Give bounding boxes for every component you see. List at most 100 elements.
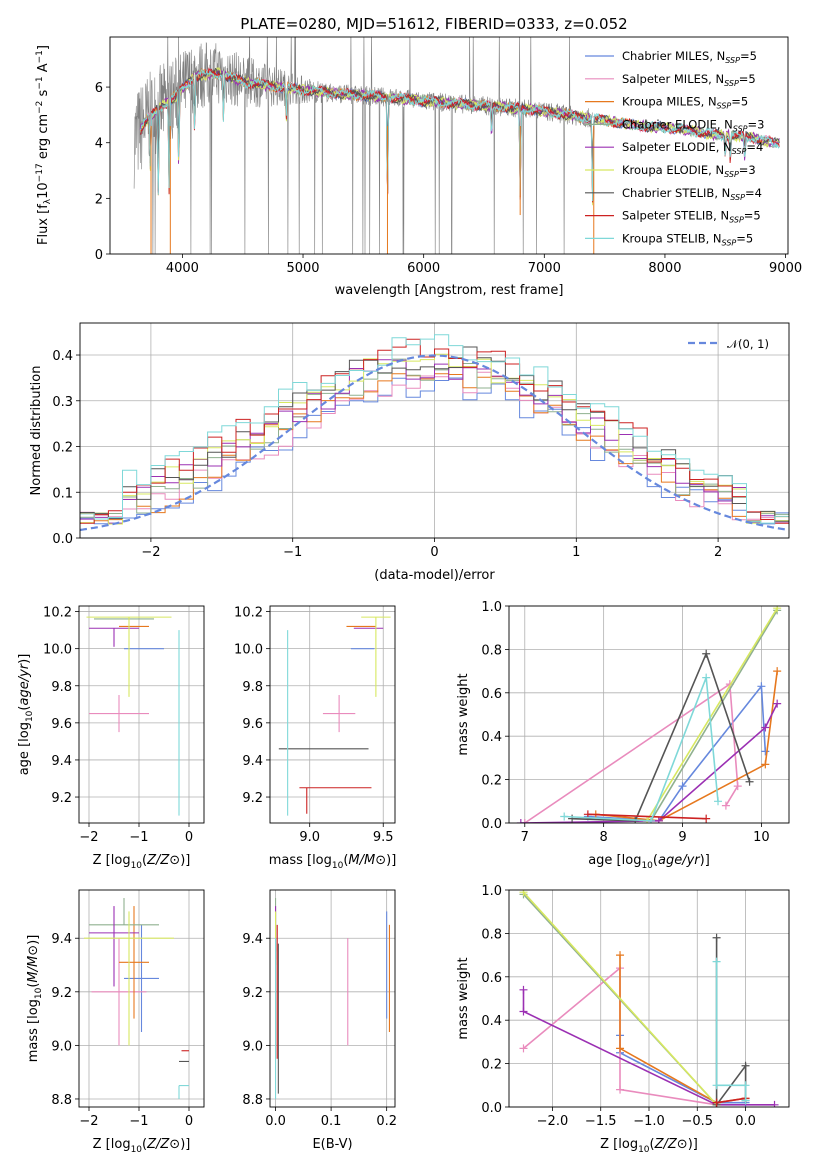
- weight-marker: [616, 1085, 625, 1094]
- weight-marker: [560, 812, 569, 821]
- x-axis-label: Z [log10(Z/Z⊙)]: [600, 1137, 698, 1155]
- y-tick-label: 0.0: [481, 1101, 502, 1116]
- grid: [79, 606, 204, 823]
- y-axis-label: mass [log10(M/M⊙)]: [26, 935, 44, 1063]
- weight-marker: [773, 606, 782, 613]
- plot-area: [516, 606, 782, 823]
- histogram-line: [80, 377, 789, 525]
- weight-marker: [616, 951, 625, 960]
- weight-marker: [519, 1007, 528, 1016]
- panel-mass-vs-EBV: 0.0 0.1 0.2 8.8 9.0 9.2 9.4 E(B-V): [242, 889, 397, 1152]
- panel-mass-vs-Z: −2 −1 0 8.8 9.0 9.2 9.4 Z [log10(Z/Z⊙)] mass [lo…: [26, 889, 205, 1155]
- legend-label: Chabrier ELODIE, NSSP=3: [622, 117, 764, 133]
- y-tick-label: 4: [95, 137, 103, 152]
- y-tick-label: 0.4: [481, 1014, 502, 1029]
- y-tick-label: 0.4: [481, 730, 502, 745]
- weight-marker: [761, 723, 770, 732]
- x-tick-label: 2: [714, 545, 722, 560]
- x-tick-label: 1: [572, 545, 580, 560]
- x-tick-label: −2: [79, 830, 98, 845]
- x-tick-label: −0.5: [681, 1114, 713, 1129]
- weight-marker: [712, 957, 721, 966]
- grid: [270, 606, 395, 823]
- x-axis-label: Z [log10(Z/Z⊙)]: [93, 853, 191, 871]
- weight-marker: [721, 801, 730, 810]
- x-axis-label: Z [log10(Z/Z⊙)]: [93, 1137, 191, 1155]
- weight-line: [572, 651, 751, 822]
- y-tick-label: 9.2: [242, 986, 263, 1001]
- y-tick-label: 0.4: [52, 349, 73, 364]
- weight-marker: [519, 890, 528, 897]
- y-tick-label: 10.0: [234, 643, 263, 658]
- weight-marker: [712, 933, 721, 942]
- x-tick-label: 0.0: [265, 1114, 286, 1129]
- x-tick-label: 8: [600, 830, 608, 845]
- y-tick-label: 0.2: [481, 774, 502, 789]
- plot-area: [133, 37, 780, 254]
- legend-label: Chabrier STELIB, NSSP=4: [622, 186, 762, 202]
- weight-marker: [773, 699, 782, 708]
- y-tick-label: 9.4: [51, 932, 72, 947]
- y-tick-label: 0.8: [481, 643, 502, 658]
- weight-line: [522, 891, 718, 1106]
- x-tick-label: 4000: [166, 261, 199, 276]
- panel-age-vs-mass: 9.0 9.5 9.2 9.4 9.6 9.8 10.0 10.2 mass [log10(M/…: [234, 605, 396, 871]
- weight-marker: [741, 1096, 750, 1105]
- x-tick-label: −2.0: [537, 1114, 569, 1129]
- panel-weight-vs-Z: −2.0 −1.5 −1.0 −0.5 0.0 0.0 0.2 0.4 0.6 0.8 1.0 Z […: [456, 884, 790, 1155]
- x-axis-label: age [log10(age/yr)]: [588, 853, 710, 871]
- weight-marker: [773, 667, 782, 676]
- y-tick-label: 9.6: [242, 717, 263, 732]
- x-tick-label: −2: [141, 545, 160, 560]
- weight-marker: [757, 682, 766, 691]
- axes-frame: [269, 889, 396, 1108]
- y-tick-label: 0.8: [481, 927, 502, 942]
- y-tick-label: 0.0: [52, 532, 73, 547]
- y-tick-label: 1.0: [481, 884, 502, 899]
- x-tick-label: 9.5: [373, 830, 394, 845]
- weight-marker: [745, 777, 754, 786]
- weight-marker: [568, 814, 577, 823]
- y-axis-label: Normed distribution: [29, 366, 44, 496]
- y-axis-label: age [log10(age/yr)]: [17, 654, 35, 776]
- weight-line: [646, 607, 778, 822]
- y-tick-label: 10.2: [234, 606, 263, 621]
- model-spectrum-line: [140, 69, 780, 202]
- histogram-line: [80, 338, 789, 524]
- legend: Chabrier MILES, NSSP=5 Salpeter MILES, NS…: [585, 49, 764, 247]
- figure-title: PLATE=0280, MJD=51612, FIBERID=0333, z=0…: [240, 15, 627, 33]
- y-tick-label: 2: [95, 192, 103, 207]
- weight-line: [520, 703, 778, 823]
- x-tick-label: 9: [678, 830, 686, 845]
- legend-label: Kroupa ELODIE, NSSP=3: [622, 163, 756, 179]
- data-spectrum-line: [133, 37, 593, 254]
- x-axis-label: (data-model)/error: [374, 568, 495, 583]
- x-tick-label: 6000: [407, 261, 440, 276]
- panel-spectrum: 4000 5000 6000 7000 8000 9000 0 2 4 6 Chabrier MIL…: [35, 36, 802, 298]
- weight-marker: [520, 819, 529, 823]
- y-tick-label: 0.6: [481, 687, 502, 702]
- weight-line: [716, 1097, 746, 1104]
- normal-curve-line: [80, 354, 787, 532]
- x-tick-label: 10: [753, 830, 770, 845]
- y-tick-label: 9.2: [242, 791, 263, 806]
- weight-line: [524, 682, 739, 823]
- model-spectrum-line: [139, 66, 780, 206]
- legend-label: Salpeter STELIB, NSSP=5: [622, 209, 761, 225]
- weight-marker: [741, 1061, 750, 1070]
- y-tick-label: 9.4: [242, 754, 263, 769]
- x-tick-label: 7: [521, 830, 529, 845]
- axes-frame: [79, 322, 790, 539]
- weight-line: [619, 955, 746, 1104]
- y-tick-label: 9.8: [242, 680, 263, 695]
- y-axis-label: mass weight: [456, 673, 471, 755]
- axes-frame: [269, 605, 396, 824]
- histogram-line: [80, 334, 789, 524]
- histogram-line: [80, 346, 789, 522]
- weight-marker: [733, 782, 742, 791]
- grid: [270, 890, 395, 1107]
- panel-residuals: −2 −1 0 1 2 0.0 0.1 0.2 0.3 0.4 𝒩(0, 1) (data-model…: [29, 322, 790, 583]
- y-tick-label: 9.2: [51, 986, 72, 1001]
- weight-marker: [714, 797, 723, 806]
